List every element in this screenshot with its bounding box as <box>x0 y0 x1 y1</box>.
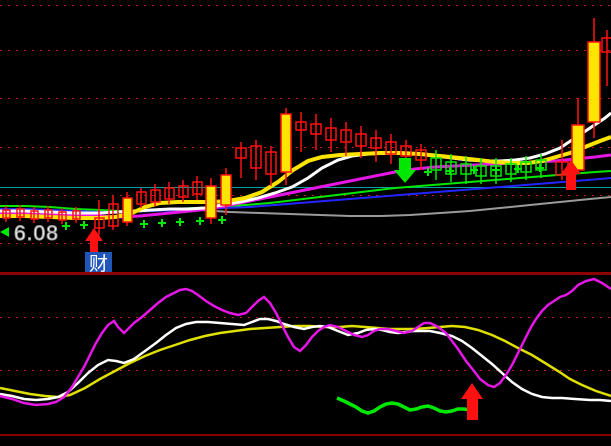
price-pointer-icon <box>0 227 9 237</box>
signal-badge-cai[interactable]: 财 <box>85 252 112 272</box>
kdj-k-line <box>0 317 611 403</box>
price-gridline <box>0 243 611 244</box>
candlestick-series <box>2 18 611 235</box>
green-cross-markers <box>62 164 544 230</box>
price-label: 6.08 <box>14 222 59 246</box>
sell-arrow-green <box>394 158 416 183</box>
buy-arrow-right[interactable] <box>561 160 581 190</box>
indicator-gridline <box>0 317 611 318</box>
price-gridline <box>0 5 611 6</box>
buy-arrow-left[interactable] <box>85 228 103 254</box>
candlestick-price-panel[interactable]: 6.08 财 <box>0 0 611 272</box>
price-gridline <box>0 50 611 51</box>
support-line <box>0 187 611 188</box>
panel-separator-top <box>0 272 611 275</box>
price-gridline <box>0 147 611 148</box>
price-gridline <box>0 98 611 99</box>
panel-separator-bottom <box>0 434 611 436</box>
kdj-oversold-segment <box>336 396 477 415</box>
indicator-gridline <box>0 370 611 371</box>
kdj-j-line <box>0 277 611 407</box>
indicator-buy-arrow[interactable] <box>461 383 483 420</box>
price-chart-svg <box>0 18 611 254</box>
price-gridline <box>0 195 611 196</box>
kdj-indicator-panel[interactable] <box>0 275 611 446</box>
kdj-chart-svg <box>0 277 611 420</box>
ma-green-line <box>0 170 611 213</box>
